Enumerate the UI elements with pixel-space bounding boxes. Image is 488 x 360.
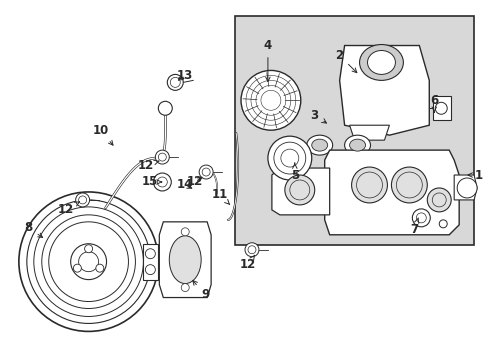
Circle shape (438, 220, 447, 228)
Circle shape (199, 165, 213, 179)
Circle shape (76, 193, 89, 207)
Circle shape (351, 167, 386, 203)
Polygon shape (349, 125, 388, 140)
Text: 3: 3 (310, 109, 326, 123)
Circle shape (241, 71, 300, 130)
Ellipse shape (169, 236, 201, 284)
Circle shape (96, 264, 103, 272)
Text: 5: 5 (290, 163, 298, 181)
Text: 10: 10 (92, 124, 113, 145)
Ellipse shape (349, 139, 365, 151)
Circle shape (427, 188, 450, 212)
Text: 12: 12 (58, 202, 79, 216)
Circle shape (145, 249, 155, 259)
Circle shape (456, 178, 476, 198)
Polygon shape (159, 222, 211, 298)
Circle shape (181, 228, 189, 236)
Text: 12: 12 (137, 158, 159, 172)
Text: 14: 14 (177, 179, 193, 192)
Polygon shape (432, 96, 450, 120)
Text: 4: 4 (263, 39, 271, 81)
Circle shape (145, 265, 155, 275)
Text: 15: 15 (142, 175, 161, 189)
Circle shape (73, 264, 81, 272)
Circle shape (181, 284, 189, 292)
Ellipse shape (367, 50, 395, 75)
Text: 2: 2 (335, 49, 356, 73)
Text: 12: 12 (187, 175, 203, 189)
Polygon shape (271, 168, 329, 215)
Circle shape (84, 245, 92, 253)
Circle shape (155, 150, 169, 164)
Circle shape (390, 167, 427, 203)
Text: 8: 8 (25, 221, 42, 238)
Ellipse shape (306, 135, 332, 155)
Circle shape (434, 102, 447, 114)
Text: 11: 11 (211, 188, 229, 204)
Circle shape (267, 136, 311, 180)
Text: 13: 13 (177, 69, 193, 82)
Circle shape (244, 243, 259, 257)
Text: 12: 12 (240, 255, 256, 271)
Circle shape (411, 209, 429, 227)
Text: 6: 6 (429, 94, 438, 112)
Polygon shape (339, 45, 428, 135)
Text: 7: 7 (409, 218, 418, 236)
Ellipse shape (344, 135, 370, 155)
Text: 9: 9 (192, 280, 209, 301)
Text: 1: 1 (467, 168, 482, 181)
Circle shape (158, 101, 172, 115)
Polygon shape (143, 244, 158, 280)
Ellipse shape (311, 139, 327, 151)
Polygon shape (453, 175, 476, 200)
Circle shape (167, 75, 183, 90)
Circle shape (71, 244, 106, 280)
Circle shape (19, 192, 158, 332)
Polygon shape (324, 150, 458, 235)
Circle shape (285, 175, 314, 205)
Circle shape (153, 173, 171, 191)
Ellipse shape (359, 45, 403, 80)
Bar (235, 15, 473, 245)
